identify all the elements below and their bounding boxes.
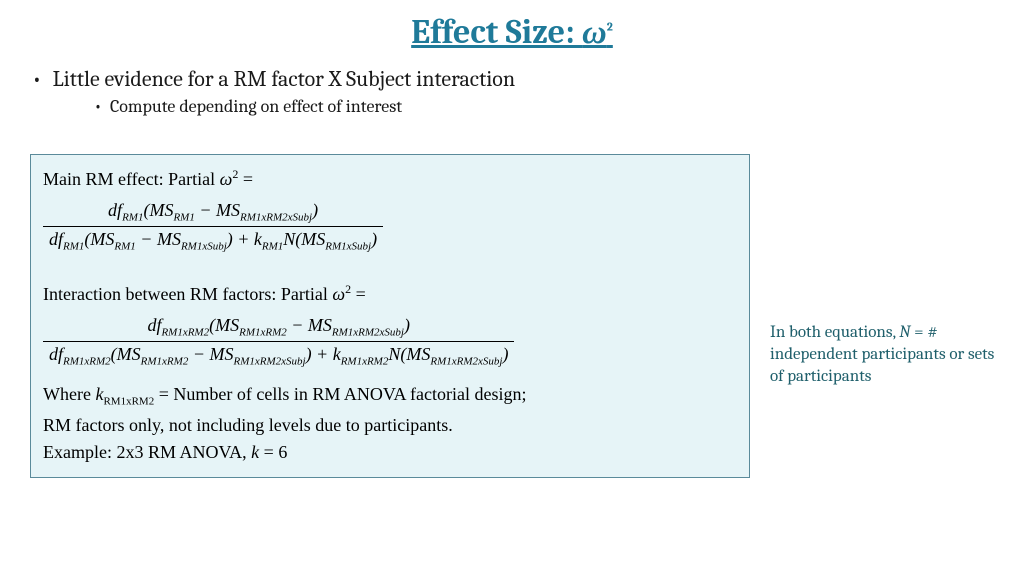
interaction-label: Interaction between RM factors: Partial … — [43, 281, 737, 306]
equals-sign: = — [238, 169, 253, 189]
main-denominator: dfRM1(MSRM1 − MSRM1xSubj) + kRM1N(MSRM1x… — [43, 227, 383, 254]
bullet-level-2: Compute depending on effect of interest — [110, 96, 1024, 117]
omega-symbol: ω — [220, 169, 233, 189]
equals-sign: = — [351, 284, 366, 304]
example-line: Example: 2x3 RM ANOVA, k = 6 — [43, 440, 737, 464]
omega-symbol: ω — [332, 284, 345, 304]
page-title: Effect Size: ω2 — [0, 12, 1024, 52]
where-suffix: = Number of cells in RM ANOVA factorial … — [154, 384, 526, 404]
side-note: In both equations, N = # independent par… — [770, 322, 1000, 388]
main-effect-fraction: dfRM1(MSRM1 − MSRM1xRM2xSubj) dfRM1(MSRM… — [43, 198, 383, 254]
main-numerator: dfRM1(MSRM1 − MSRM1xRM2xSubj) — [43, 198, 383, 226]
bullet-level-1: Little evidence for a RM factor X Subjec… — [50, 66, 1024, 92]
sidenote-prefix: In both equations, — [770, 323, 899, 342]
main-effect-label: Main RM effect: Partial ω2 = — [43, 166, 737, 191]
interaction-numerator: dfRM1xRM2(MSRM1xRM2 − MSRM1xRM2xSubj) — [43, 313, 514, 341]
k-subscript: RM1xRM2 — [103, 396, 154, 408]
bullet-list: Little evidence for a RM factor X Subjec… — [50, 66, 1024, 117]
label-text: Interaction between RM factors: Partial — [43, 284, 332, 304]
label-text: Main RM effect: Partial — [43, 169, 220, 189]
sidenote-n: N — [899, 323, 910, 342]
where-line-2: RM factors only, not including levels du… — [43, 413, 737, 437]
where-line-1: Where kRM1xRM2 = Number of cells in RM A… — [43, 382, 737, 409]
where-prefix: Where — [43, 384, 95, 404]
title-prefix: Effect Size: — [411, 12, 582, 52]
formula-box: Main RM effect: Partial ω2 = dfRM1(MSRM1… — [30, 154, 750, 478]
title-omega: ω — [582, 12, 607, 52]
interaction-denominator: dfRM1xRM2(MSRM1xRM2 − MSRM1xRM2xSubj) + … — [43, 342, 514, 369]
interaction-fraction: dfRM1xRM2(MSRM1xRM2 − MSRM1xRM2xSubj) df… — [43, 313, 514, 369]
example-text: Example: 2x3 RM ANOVA, k = 6 — [43, 442, 287, 462]
title-exp: 2 — [607, 20, 613, 34]
